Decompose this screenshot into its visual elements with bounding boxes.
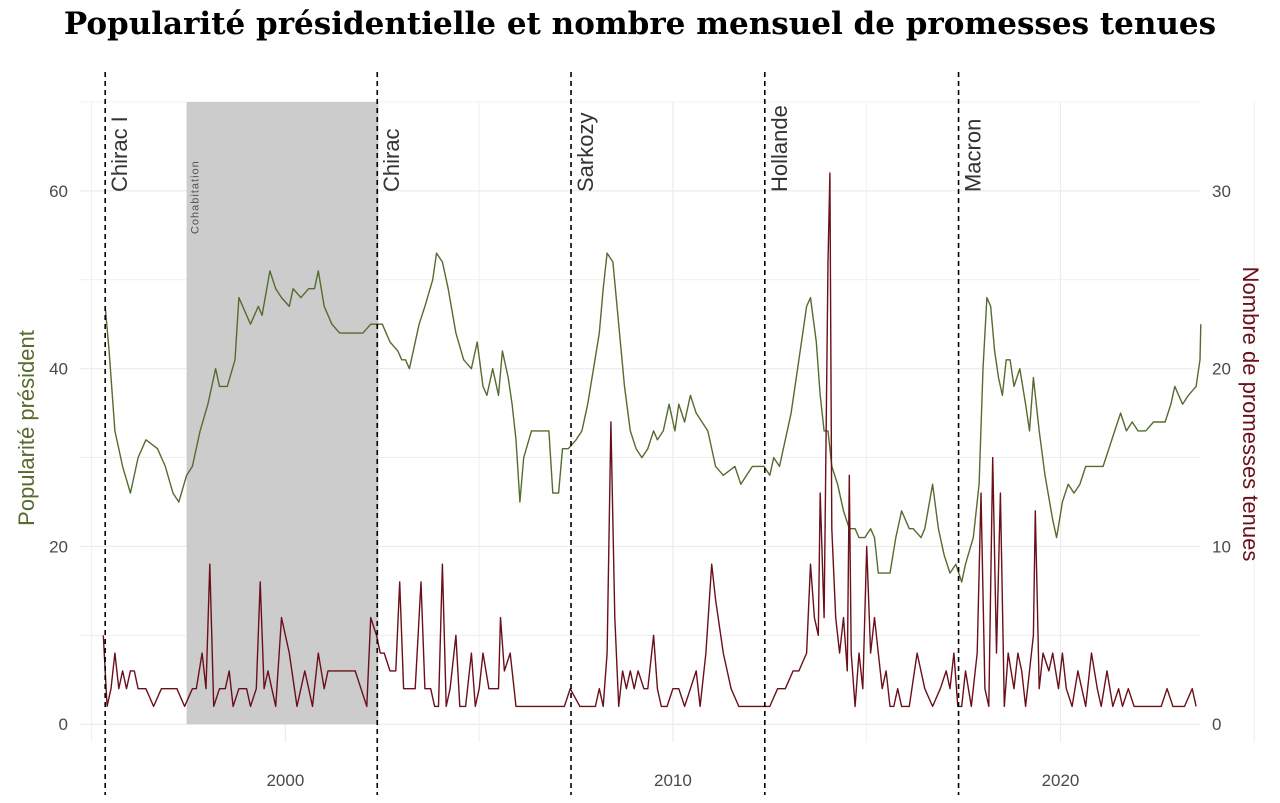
y-left-tick-label: 40 — [49, 360, 68, 379]
x-tick-label: 2000 — [266, 771, 304, 790]
y-left-tick-label: 60 — [49, 182, 68, 201]
popularity-line — [104, 252, 1202, 583]
x-tick-label: 2010 — [654, 771, 692, 790]
chart-title: Popularité présidentielle et nombre mens… — [63, 6, 1217, 42]
term-label: Chirac I — [107, 116, 132, 192]
term-label: Chirac — [379, 128, 404, 192]
y-right-axis-title: Nombre de promesses tenues — [1238, 267, 1263, 562]
y-right-tick-label: 0 — [1212, 715, 1221, 734]
y-left-tick-label: 0 — [59, 715, 68, 734]
y-right-tick-label: 10 — [1212, 537, 1231, 556]
promises-line — [102, 172, 1197, 708]
term-label: Macron — [961, 119, 986, 192]
term-label: Hollande — [767, 105, 792, 192]
y-left-tick-label: 20 — [49, 537, 68, 556]
cohabitation-band — [186, 102, 379, 725]
y-right-tick-label: 30 — [1212, 182, 1231, 201]
y-left-axis-title: Popularité président — [14, 330, 39, 526]
y-right-tick-label: 20 — [1212, 360, 1231, 379]
cohabitation-label: Cohabitation — [190, 160, 202, 234]
x-tick-label: 2020 — [1042, 771, 1080, 790]
term-label: Sarkozy — [573, 113, 598, 192]
